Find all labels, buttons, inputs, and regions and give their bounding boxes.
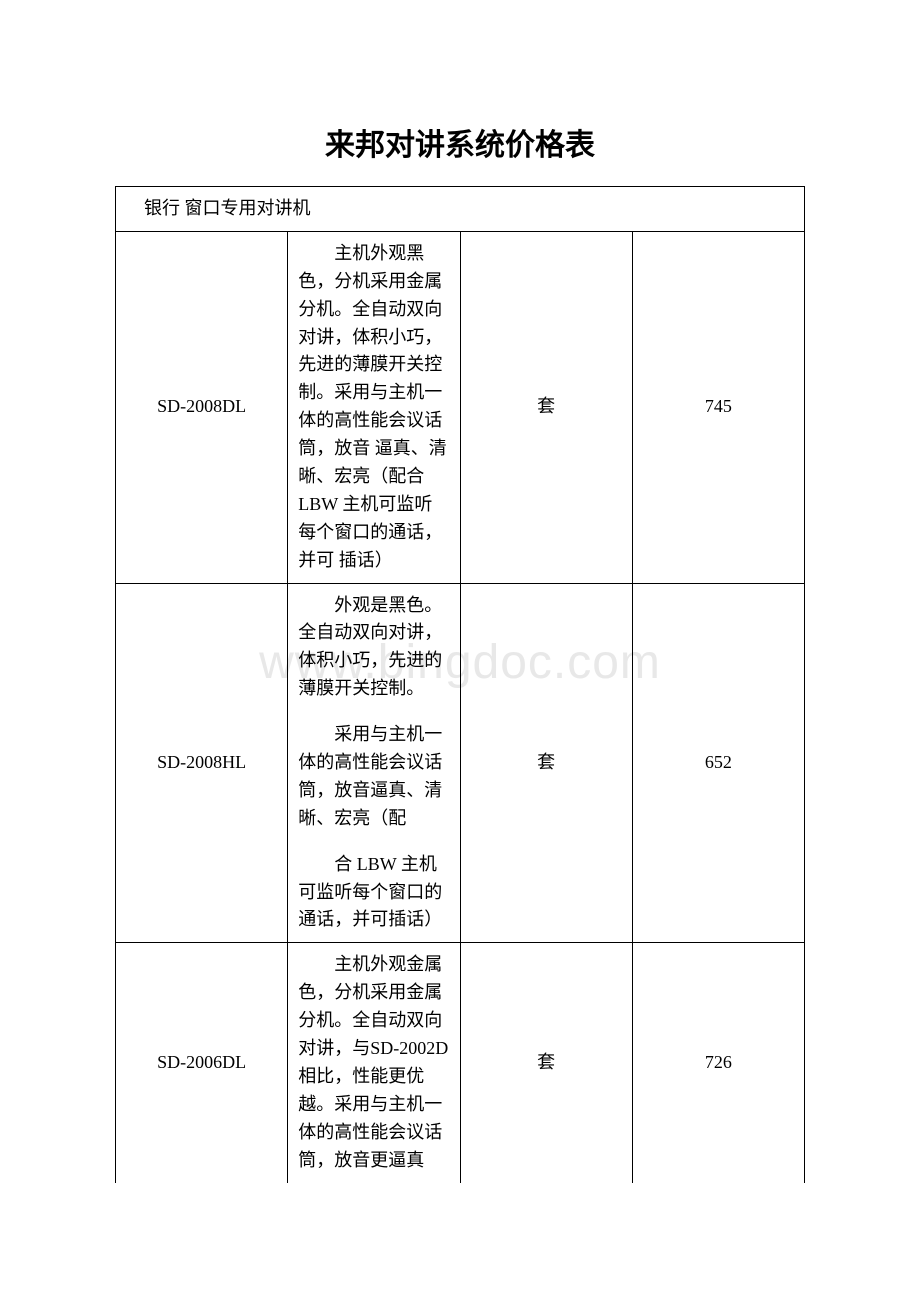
unit-cell: 套 <box>460 943 632 1183</box>
description-text: 主机外观金属色，分机采用金属分机。全自动双向对讲，与SD-2002D 相比，性能… <box>298 951 449 1174</box>
table-row: SD-2006DL 主机外观金属色，分机采用金属分机。全自动双向对讲，与SD-2… <box>116 943 805 1183</box>
description-text: 合 LBW 主机可监听每个窗口的通话，并可插话） <box>298 851 449 935</box>
description-text: 采用与主机一体的高性能会议话筒，放音逼真、清晰、宏亮（配 <box>298 721 449 833</box>
table-row: SD-2008HL 外观是黑色。全自动双向对讲，体积小巧，先进的薄膜开关控制。 … <box>116 583 805 943</box>
page-title: 来邦对讲系统价格表 <box>115 120 805 164</box>
model-cell: SD-2006DL <box>116 943 288 1183</box>
model-cell: SD-2008DL <box>116 231 288 583</box>
price-cell: 652 <box>632 583 804 943</box>
unit-cell: 套 <box>460 231 632 583</box>
document-page: 来邦对讲系统价格表 银行 窗口专用对讲机 SD-2008DL 主机外观黑色，分机… <box>0 0 920 1183</box>
price-cell: 745 <box>632 231 804 583</box>
table-header-cell: 银行 窗口专用对讲机 <box>116 187 805 232</box>
table-row: SD-2008DL 主机外观黑色，分机采用金属分机。全自动双向对讲，体积小巧， … <box>116 231 805 583</box>
unit-cell: 套 <box>460 583 632 943</box>
model-cell: SD-2008HL <box>116 583 288 943</box>
description-text: 主机外观黑色，分机采用金属分机。全自动双向对讲，体积小巧， 先进的薄膜开关控制。… <box>298 240 449 575</box>
table-header-row: 银行 窗口专用对讲机 <box>116 187 805 232</box>
description-cell: 主机外观黑色，分机采用金属分机。全自动双向对讲，体积小巧， 先进的薄膜开关控制。… <box>288 231 460 583</box>
price-cell: 726 <box>632 943 804 1183</box>
description-text: 外观是黑色。全自动双向对讲，体积小巧，先进的薄膜开关控制。 <box>298 592 449 704</box>
price-table: 银行 窗口专用对讲机 SD-2008DL 主机外观黑色，分机采用金属分机。全自动… <box>115 186 805 1183</box>
description-cell: 外观是黑色。全自动双向对讲，体积小巧，先进的薄膜开关控制。 采用与主机一体的高性… <box>288 583 460 943</box>
description-cell: 主机外观金属色，分机采用金属分机。全自动双向对讲，与SD-2002D 相比，性能… <box>288 943 460 1183</box>
